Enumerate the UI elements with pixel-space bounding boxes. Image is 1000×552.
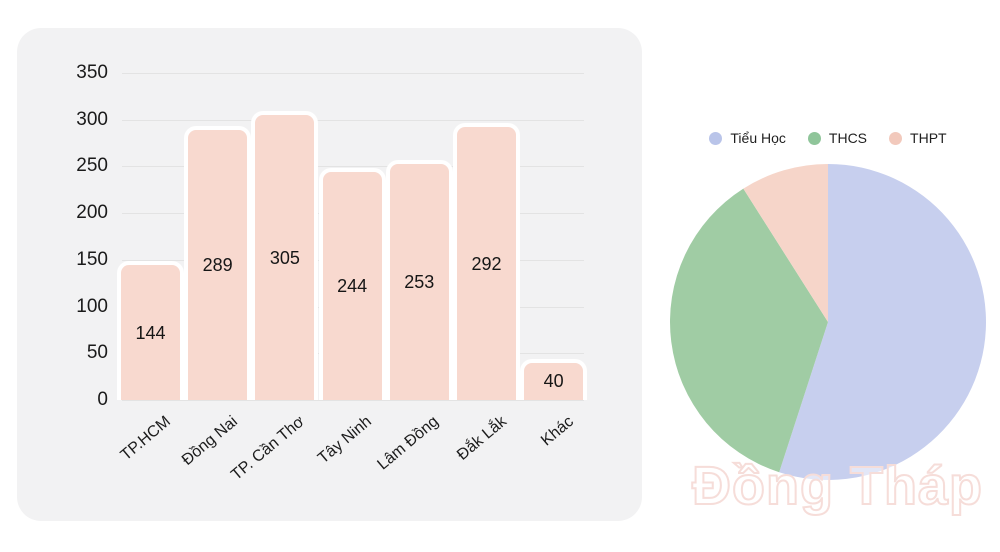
bar-value-label: 289 [202, 254, 233, 275]
y-axis-tick-label: 350 [76, 62, 108, 83]
legend-item-0: Tiểu Học [709, 130, 786, 146]
pie-slice-2 [743, 164, 828, 322]
legend-label: Tiểu Học [730, 130, 786, 146]
y-axis-tick-label: 100 [76, 295, 108, 317]
x-axis-label-anchor: Khác [366, 413, 577, 449]
bar-5 [453, 123, 520, 400]
y-axis-tick-label: 50 [86, 342, 108, 364]
bar-value-label: 305 [269, 247, 300, 268]
bar-value-label: 292 [471, 253, 502, 274]
legend-label: THPT [910, 130, 947, 146]
bar-value-label: 244 [337, 276, 368, 297]
y-axis-tick-label: 0 [97, 389, 108, 410]
legend-dot-icon [889, 131, 903, 145]
y-axis-tick-label: 300 [76, 108, 108, 130]
gridline-0 [122, 400, 584, 401]
bar-value-label: 40 [543, 371, 564, 392]
legend-item-1: THCS [807, 130, 868, 146]
bar-value-label: 253 [404, 271, 435, 292]
legend-dot-icon [709, 131, 723, 145]
legend-dot-icon [807, 131, 821, 145]
y-axis-tick-label: 150 [76, 248, 108, 270]
gridline-350 [122, 73, 584, 74]
bar-4 [385, 159, 453, 400]
legend-item-2: THPT [889, 130, 947, 146]
pie-slice-1 [670, 188, 828, 473]
bar-3 [318, 168, 386, 400]
bar-value-label: 144 [135, 322, 166, 343]
pie-chart [670, 164, 986, 480]
gridline-300 [122, 119, 584, 121]
bar-1 [184, 125, 252, 400]
pie-legend: Tiểu Học THCS THPT [669, 127, 987, 149]
bar-2 [251, 111, 319, 400]
gridline-250 [122, 166, 584, 168]
legend-label: THCS [828, 130, 868, 146]
y-axis-tick-label: 200 [76, 202, 108, 224]
pie-slice-0 [779, 164, 986, 480]
bar-0 [117, 261, 184, 400]
y-axis-tick-label: 250 [76, 155, 108, 177]
bar-6 [520, 358, 588, 400]
